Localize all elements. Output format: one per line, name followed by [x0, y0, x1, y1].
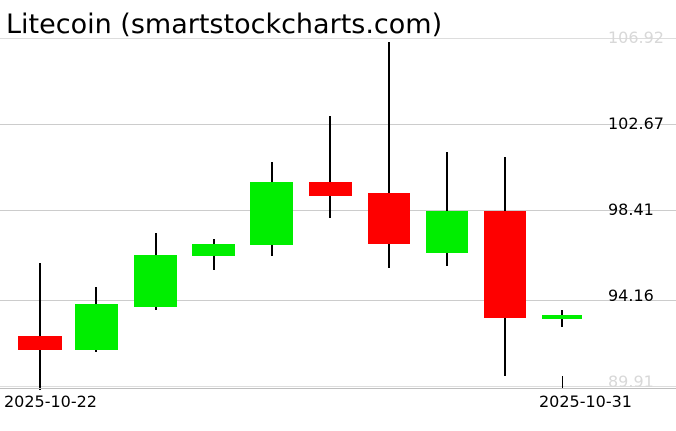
- candle-body-up[interactable]: [134, 255, 177, 307]
- x-axis-label: 2025-10-22: [4, 392, 97, 411]
- candle-body-up[interactable]: [75, 304, 118, 350]
- gridline-102.67: [0, 124, 676, 125]
- candle-body-up[interactable]: [192, 244, 235, 256]
- gridline-98.41: [0, 210, 676, 211]
- candle-body-down[interactable]: [18, 336, 62, 350]
- y-axis-label: 106.92: [608, 28, 664, 47]
- candle-wick: [446, 152, 448, 266]
- gridline-89.91: [0, 386, 676, 387]
- candle-body-up[interactable]: [426, 211, 468, 253]
- x-axis-tick: [40, 376, 41, 388]
- gridline-106.92: [0, 38, 676, 39]
- candle-body-up[interactable]: [250, 182, 293, 245]
- x-axis-line: [0, 388, 676, 389]
- y-axis-label: 89.91: [608, 372, 654, 391]
- y-axis-label: 102.67: [608, 114, 664, 133]
- page-title: Litecoin (smartstockcharts.com): [6, 9, 443, 40]
- x-axis-tick: [562, 376, 563, 388]
- candle-body-up[interactable]: [542, 315, 582, 319]
- candle-wick: [388, 42, 390, 268]
- candle-body-down[interactable]: [484, 211, 526, 318]
- gridline-94.16: [0, 300, 676, 301]
- x-axis-label: 2025-10-31: [539, 392, 632, 411]
- y-axis-label: 98.41: [608, 200, 654, 219]
- candle-wick: [39, 263, 41, 390]
- candle-body-down[interactable]: [368, 193, 410, 244]
- y-axis-label: 94.16: [608, 286, 654, 305]
- candle-wick: [329, 116, 331, 218]
- candle-body-down[interactable]: [309, 182, 352, 196]
